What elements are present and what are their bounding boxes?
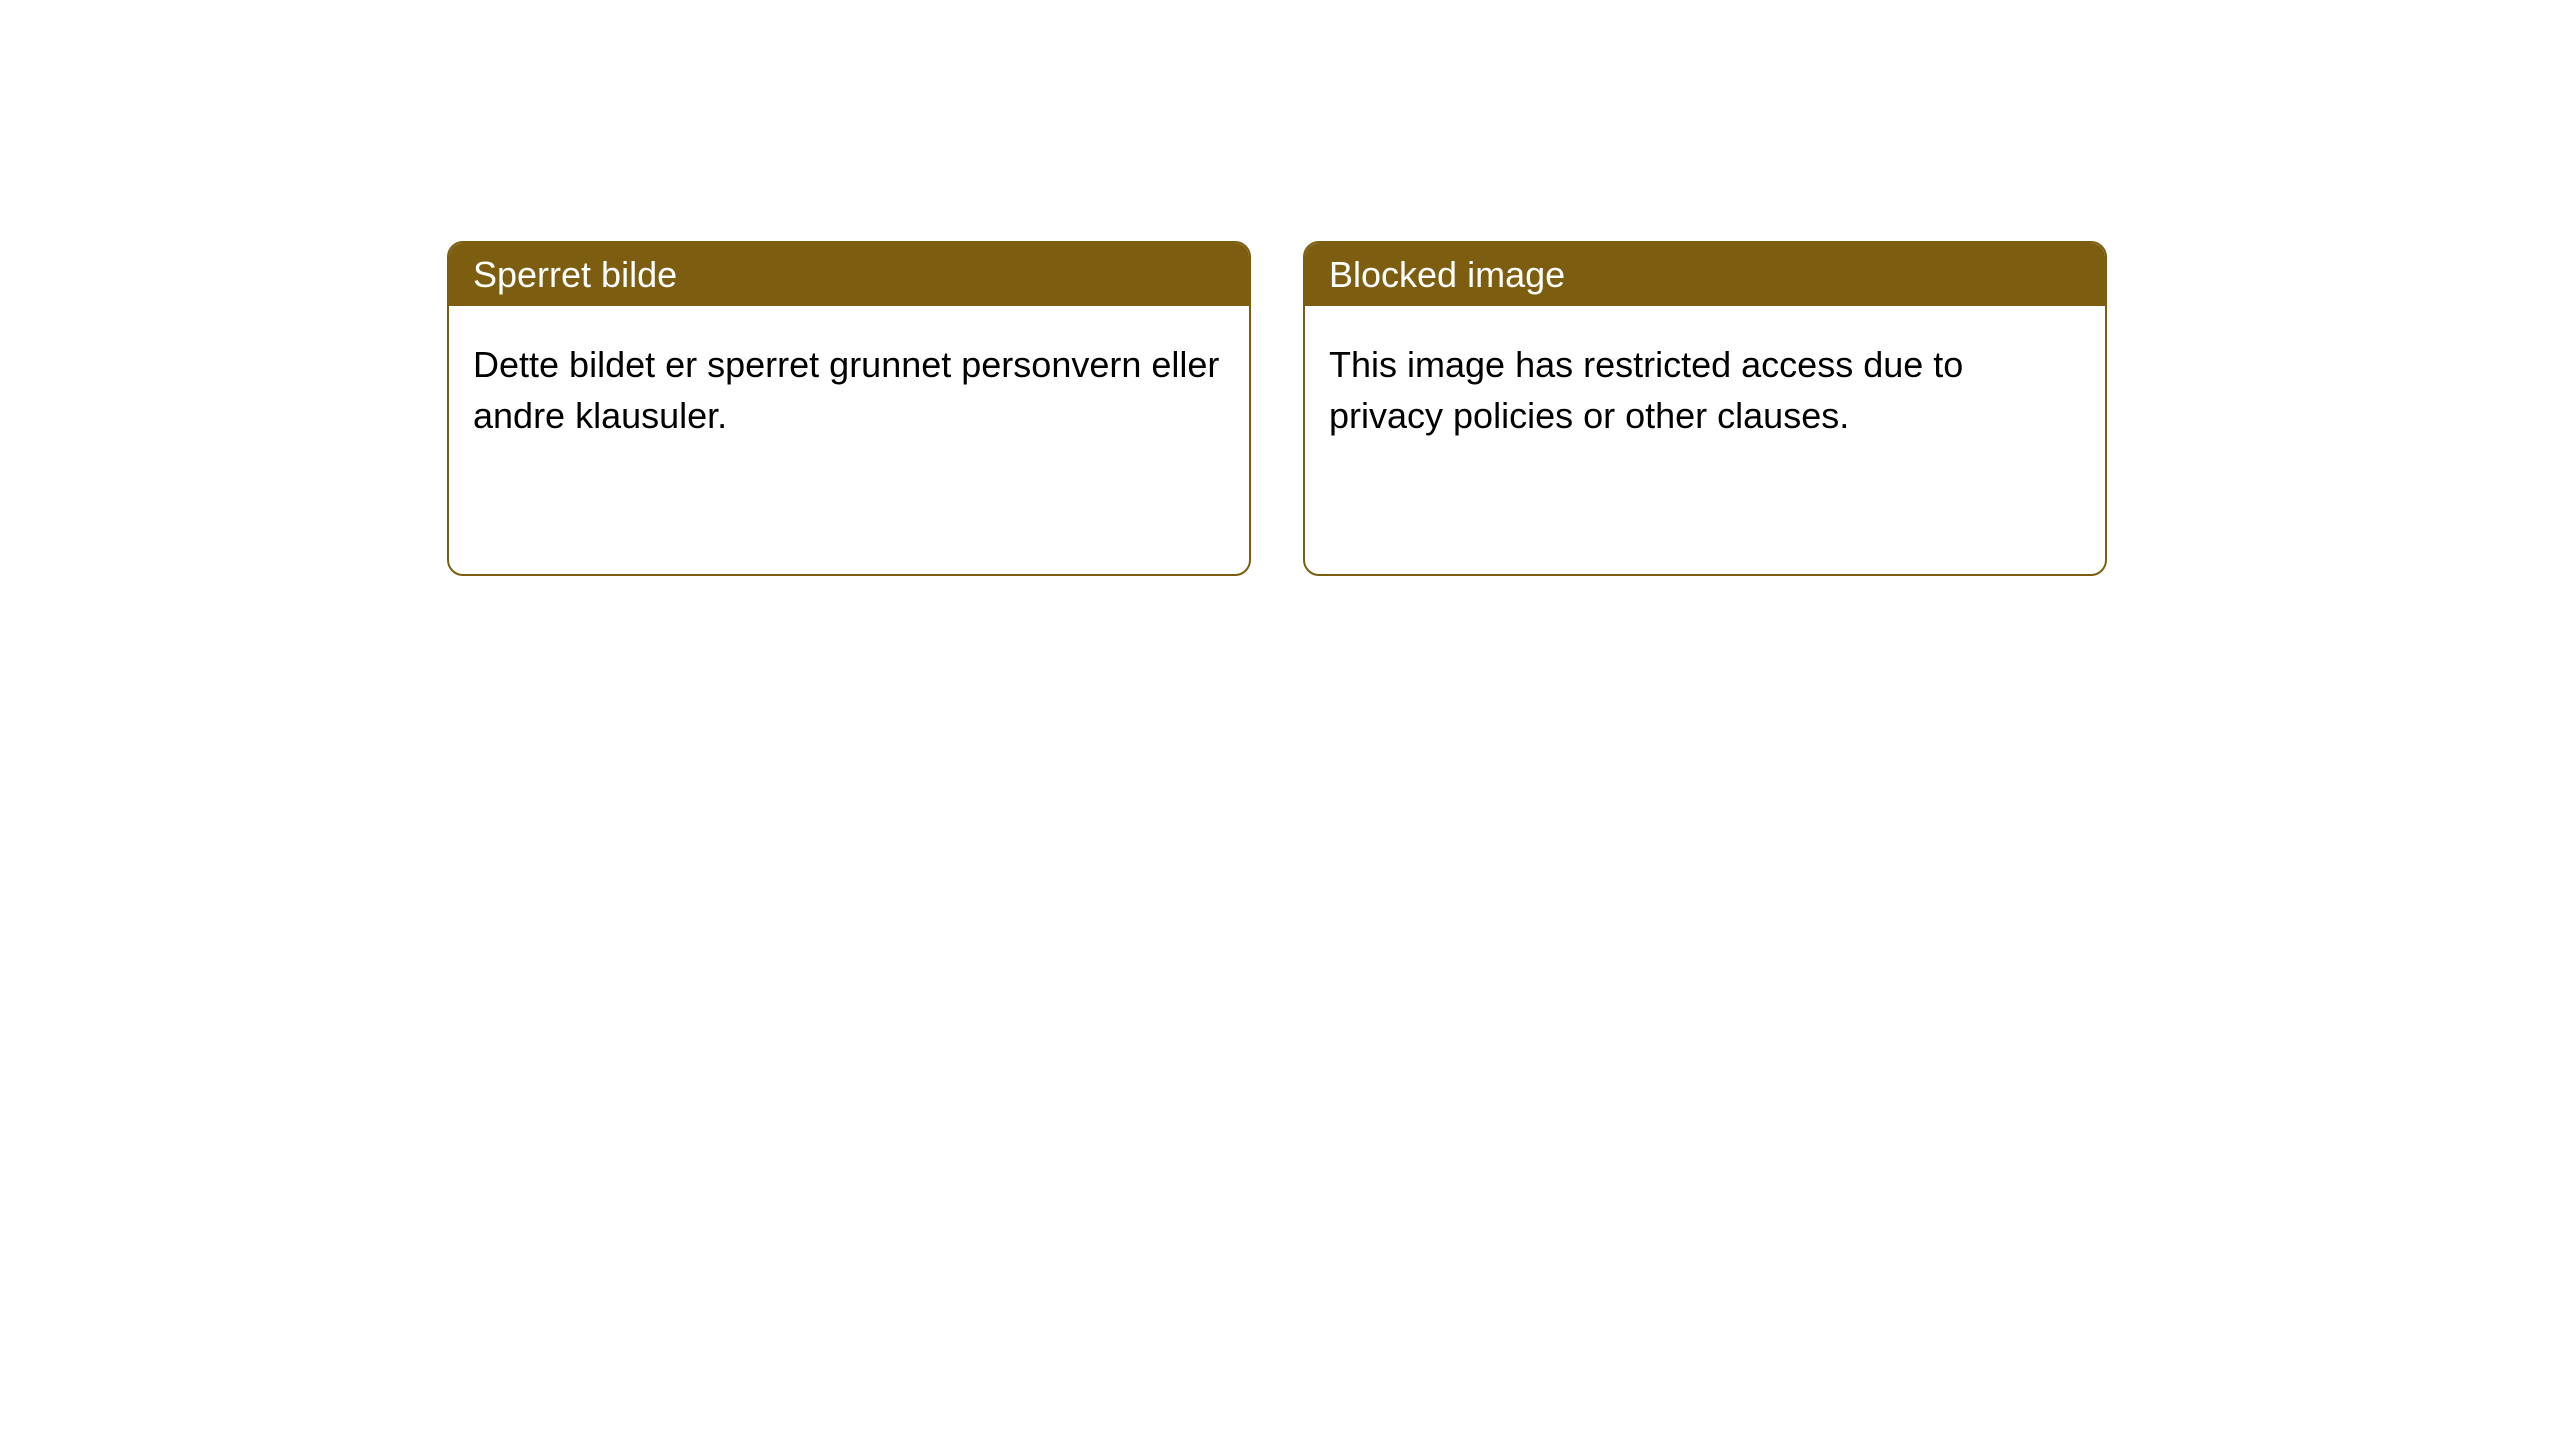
notice-card-english: Blocked image This image has restricted … xyxy=(1303,241,2107,576)
notice-header: Sperret bilde xyxy=(449,243,1249,306)
notice-body: Dette bildet er sperret grunnet personve… xyxy=(449,306,1249,475)
notice-header: Blocked image xyxy=(1305,243,2105,306)
notice-card-norwegian: Sperret bilde Dette bildet er sperret gr… xyxy=(447,241,1251,576)
notice-body: This image has restricted access due to … xyxy=(1305,306,2105,475)
notice-container: Sperret bilde Dette bildet er sperret gr… xyxy=(0,0,2560,576)
